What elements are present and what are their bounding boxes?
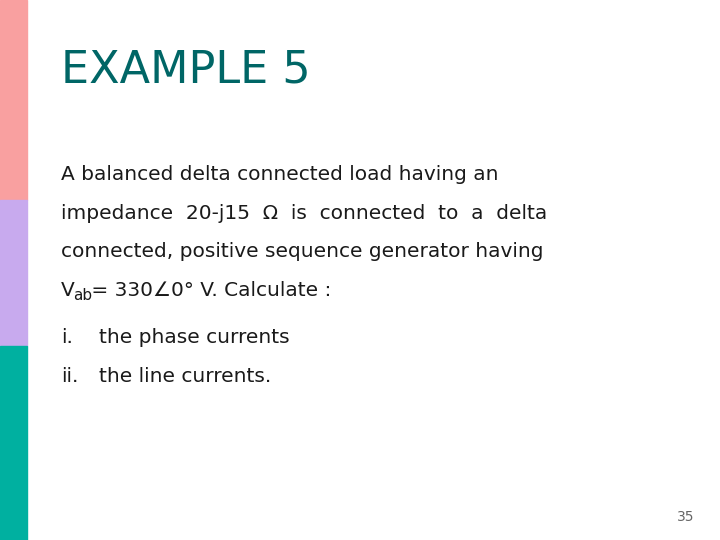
Text: i.: i. bbox=[61, 328, 73, 347]
Text: connected, positive sequence generator having: connected, positive sequence generator h… bbox=[61, 242, 544, 261]
Text: 35: 35 bbox=[678, 510, 695, 524]
Text: A balanced delta connected load having an: A balanced delta connected load having a… bbox=[61, 165, 499, 184]
Bar bbox=[0, 200, 27, 346]
Text: = 330∠0° V. Calculate :: = 330∠0° V. Calculate : bbox=[85, 281, 331, 300]
Bar bbox=[0, 0, 27, 200]
Text: the phase currents: the phase currents bbox=[99, 328, 289, 347]
Text: the line currents.: the line currents. bbox=[99, 367, 271, 386]
Text: ab: ab bbox=[73, 288, 92, 303]
Text: impedance  20-j15  Ω  is  connected  to  a  delta: impedance 20-j15 Ω is connected to a del… bbox=[61, 204, 547, 222]
Bar bbox=[0, 346, 27, 540]
Text: EXAMPLE 5: EXAMPLE 5 bbox=[61, 49, 311, 92]
Text: V: V bbox=[61, 281, 75, 300]
Text: ii.: ii. bbox=[61, 367, 78, 386]
